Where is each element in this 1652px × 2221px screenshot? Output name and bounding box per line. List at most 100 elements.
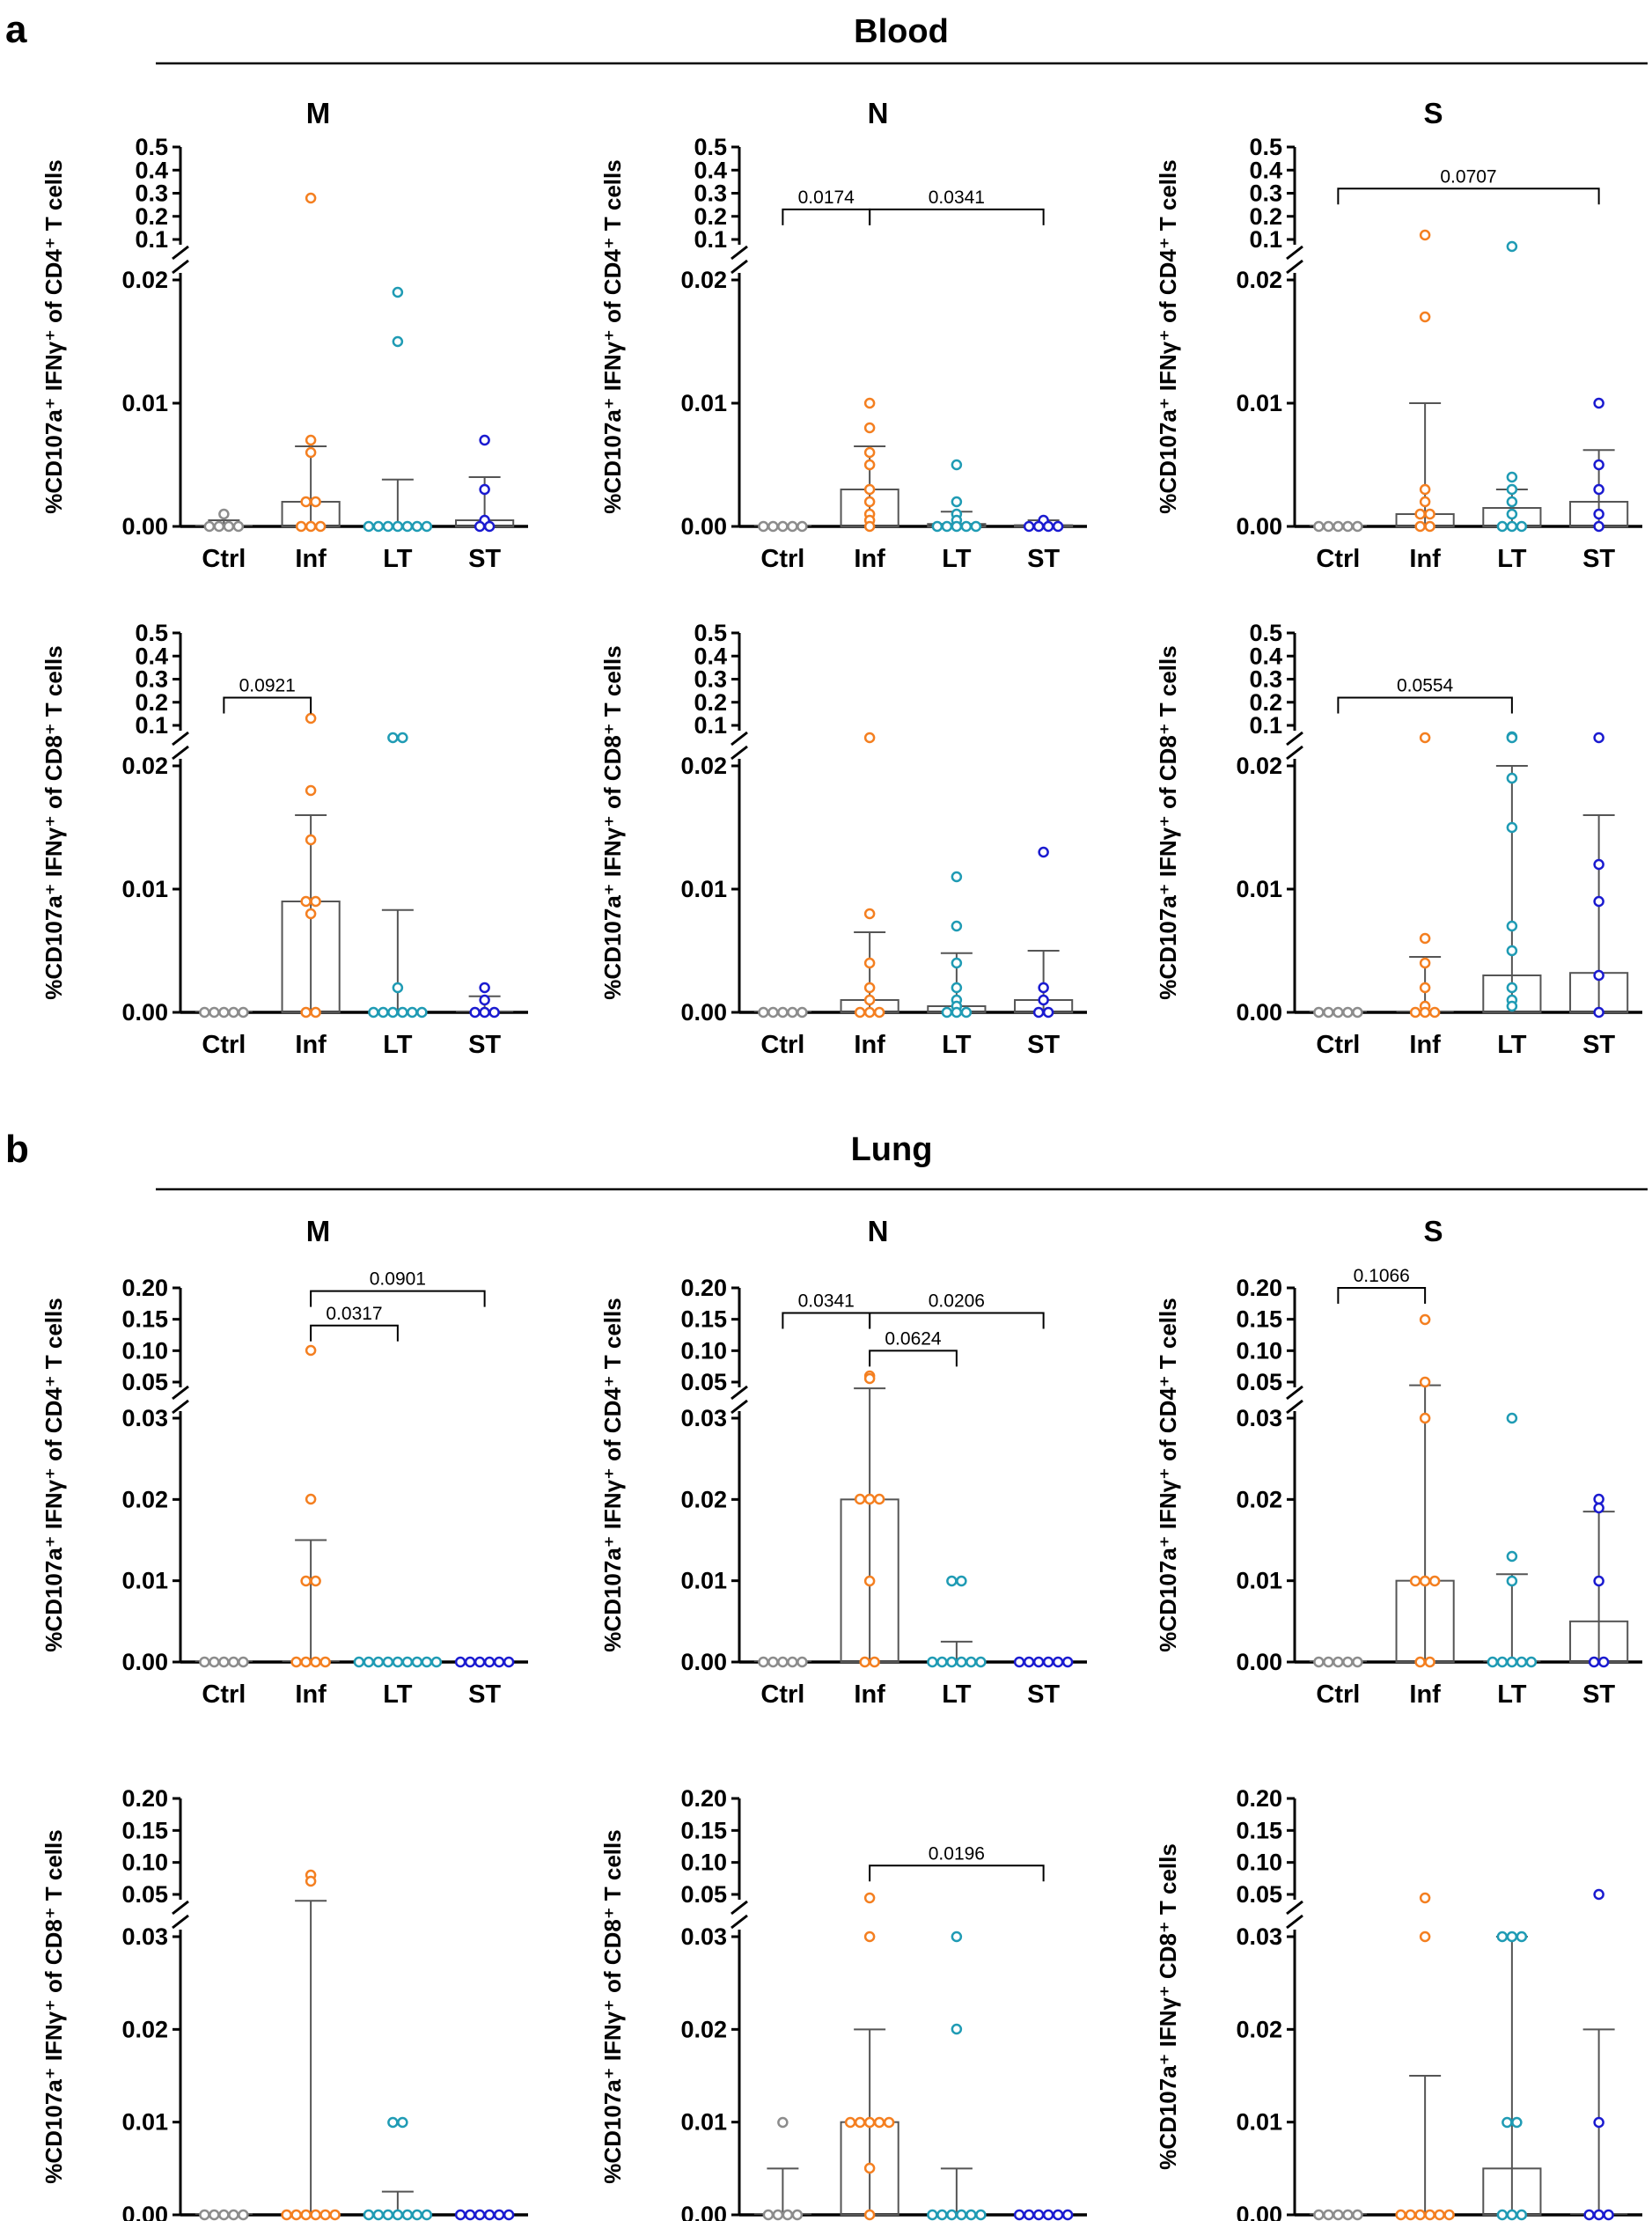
x-tick-label-inf: Inf	[295, 545, 327, 573]
data-point-lt	[1506, 1550, 1518, 1563]
data-point-st	[1593, 508, 1604, 520]
data-point-lt	[1506, 471, 1518, 483]
data-point-st	[1593, 895, 1604, 908]
data-point-lt	[946, 1575, 958, 1587]
chart-3: S %CD107a⁺ IFNγ⁺ of CD4⁺ T cells 0.00 0.01 0…	[1155, 97, 1642, 573]
data-point-lt	[401, 1656, 414, 1668]
data-point-lt	[960, 1006, 973, 1019]
data-point-lt	[1506, 240, 1518, 253]
x-tick-label-st: ST	[1027, 1031, 1060, 1059]
significance-bracket	[869, 1350, 958, 1367]
data-point-st	[1042, 520, 1054, 533]
y-tick-label: 0.01	[1236, 1568, 1282, 1594]
x-tick-label-lt: LT	[1497, 1680, 1527, 1709]
data-point-st	[479, 1006, 490, 1019]
data-point-lt	[970, 520, 982, 533]
data-point-st	[1061, 1656, 1074, 1668]
data-point-lt	[931, 520, 943, 533]
data-point-inf	[305, 192, 317, 204]
y-tick-label: 0.10	[121, 1337, 168, 1364]
y-tick-label: 0.01	[121, 390, 168, 416]
x-tick-label-inf: Inf	[854, 1680, 885, 1709]
significance-bracket	[310, 1290, 486, 1307]
y-tick-label: 0.01	[1236, 876, 1282, 902]
y-tick-label: 0.20	[680, 1785, 727, 1812]
data-point-ctrl	[238, 2209, 249, 2221]
data-point-inf	[863, 1493, 876, 1505]
data-point-lt	[946, 2209, 958, 2221]
data-point-inf	[305, 1344, 317, 1357]
data-point-ctrl	[1323, 1656, 1334, 1668]
chart-6: %CD107a⁺ IFNγ⁺ of CD8⁺ T cells 0.00 0.01 0.…	[1155, 620, 1642, 1059]
data-point-lt	[951, 871, 963, 883]
x-tick-label-ctrl: Ctrl	[760, 1680, 804, 1709]
x-tick-label-inf: Inf	[854, 545, 885, 573]
p-value-label: 0.0341	[929, 188, 985, 208]
x-tick-label-ctrl: Ctrl	[760, 545, 804, 573]
data-point-st	[1038, 846, 1049, 858]
data-point-ctrl	[797, 1656, 808, 1668]
x-tick-label-ctrl: Ctrl	[1316, 1031, 1360, 1059]
axis-break-mark	[731, 1385, 748, 1401]
data-point-ctrl	[1352, 2209, 1363, 2221]
y-tick-label: 0.02	[680, 1486, 727, 1512]
panel-label-a: a	[5, 8, 27, 51]
x-tick-label-lt: LT	[383, 545, 413, 573]
data-point-lt	[1506, 1931, 1518, 1943]
data-point-lt	[392, 520, 404, 533]
y-axis-label: %CD107a⁺ IFNγ⁺ of CD4⁺ T cells	[599, 159, 626, 513]
data-point-lt	[1496, 1656, 1509, 1668]
chart-9: S %CD107a⁺ IFNγ⁺ of CD4⁺ T cells 0.00 0.01 0…	[1155, 1215, 1642, 1709]
data-point-st	[464, 2209, 476, 2221]
data-point-lt	[951, 957, 963, 969]
data-point-inf	[300, 1575, 312, 1587]
y-tick-label: 0.00	[680, 513, 727, 540]
y-tick-label: 0.05	[1236, 1881, 1282, 1908]
data-point-st	[483, 1656, 496, 1668]
data-point-inf	[854, 1493, 866, 1505]
axis-break-mark	[172, 731, 189, 746]
axis-break-mark	[172, 259, 189, 275]
data-point-lt	[1525, 1656, 1538, 1668]
data-point-lt	[936, 2209, 948, 2221]
data-point-st	[1597, 1656, 1610, 1668]
data-point-st	[1593, 732, 1604, 744]
data-point-inf	[310, 1006, 321, 1019]
data-point-lt	[1506, 1656, 1518, 1668]
data-point-lt	[1496, 1931, 1509, 1943]
data-point-inf	[1424, 1656, 1435, 1668]
data-point-ctrl	[218, 508, 230, 520]
chart-1: M %CD107a⁺ IFNγ⁺ of CD4⁺ T cells 0.00 0.01 0…	[40, 97, 528, 573]
data-point-lt	[975, 2209, 987, 2221]
data-point-ctrl	[1333, 2209, 1344, 2221]
data-point-lt	[392, 335, 404, 348]
data-point-lt	[1516, 1931, 1528, 1943]
y-tick-label: 0.10	[680, 1850, 727, 1876]
data-point-lt	[966, 1656, 977, 1668]
x-tick-label-st: ST	[468, 545, 501, 573]
data-point-lt	[951, 520, 963, 533]
y-tick-label: 0.05	[121, 1881, 168, 1908]
x-tick-label-ctrl: Ctrl	[202, 1680, 246, 1709]
data-point-lt	[392, 286, 404, 298]
data-point-lt	[966, 2209, 977, 2221]
y-tick-label: 0.4	[694, 157, 727, 183]
data-point-lt	[1506, 496, 1518, 508]
data-point-inf	[1414, 1656, 1426, 1668]
data-point-inf	[300, 895, 312, 908]
data-point-ctrl	[787, 1006, 798, 1019]
axis-break-mark	[1286, 745, 1303, 761]
data-point-lt	[1506, 772, 1518, 784]
data-point-ctrl	[777, 1006, 789, 1019]
y-tick-label: 0.02	[680, 267, 727, 293]
axis-break-mark	[172, 245, 189, 261]
data-point-inf	[1419, 932, 1431, 945]
data-point-lt	[392, 2209, 404, 2221]
data-point-inf	[1434, 2209, 1445, 2221]
y-tick-label: 0.02	[1236, 1486, 1282, 1512]
y-tick-label: 0.02	[1236, 2016, 1282, 2042]
x-tick-label-inf: Inf	[295, 1031, 327, 1059]
y-tick-label: 0.02	[121, 2016, 168, 2042]
data-point-lt	[397, 732, 408, 744]
data-point-st	[1052, 2209, 1064, 2221]
